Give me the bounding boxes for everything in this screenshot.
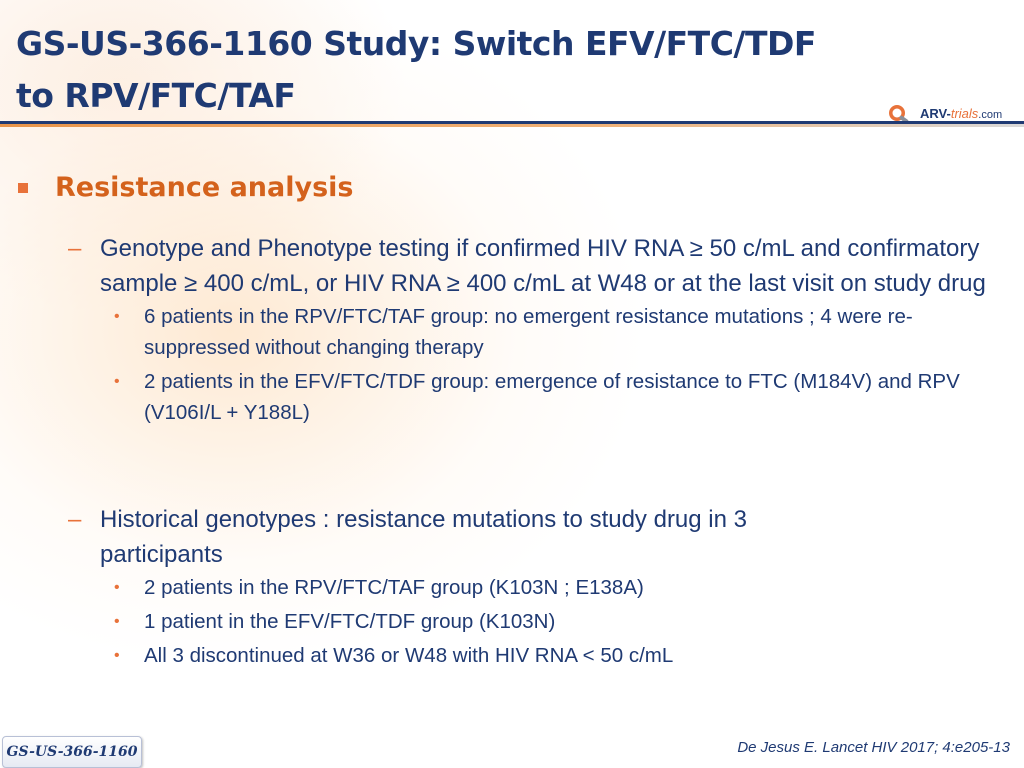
title-divider-blue — [0, 121, 1024, 124]
section-genotype-testing: – Genotype and Phenotype testing if conf… — [68, 231, 998, 431]
list-item: – Historical genotypes : resistance muta… — [68, 502, 998, 572]
title-line-1: GS-US-366-1160 Study: Switch EFV/FTC/TDF — [16, 24, 816, 63]
dot-bullet-icon: • — [114, 373, 120, 390]
list-item: • 1 patient in the EFV/FTC/TDF group (K1… — [114, 606, 998, 637]
citation: De Jesus E. Lancet HIV 2017; 4:e205-13 — [737, 739, 1010, 756]
title-line-2: to RPV/FTC/TAF — [16, 76, 296, 115]
arv-trials-logo: ARV-trials.com — [888, 99, 1018, 127]
list-item: • 2 patients in the EFV/FTC/TDF group: e… — [114, 366, 998, 428]
square-bullet-icon — [18, 183, 28, 193]
list-item: • All 3 discontinued at W36 or W48 with … — [114, 640, 998, 671]
study-tag: GS-US-366-1160 — [2, 736, 142, 768]
title-divider-orange — [0, 124, 1024, 127]
dot-bullet-icon: • — [114, 308, 120, 325]
heading-row: Resistance analysis — [18, 168, 353, 208]
dot-bullet-icon: • — [114, 647, 120, 664]
list-item: • 2 patients in the RPV/FTC/TAF group (K… — [114, 572, 998, 603]
slide-title: GS-US-366-1160 Study: Switch EFV/FTC/TDF… — [16, 18, 816, 122]
section-text: Genotype and Phenotype testing if confir… — [100, 235, 986, 297]
study-tag-label: GS-US-366-1160 — [6, 744, 138, 760]
dash-icon: – — [68, 235, 82, 262]
section-text: Historical genotypes : resistance mutati… — [100, 506, 747, 568]
dot-bullet-icon: • — [114, 579, 120, 596]
section-heading: Resistance analysis — [55, 172, 354, 203]
dash-icon: – — [68, 506, 82, 533]
section-historical-genotypes: – Historical genotypes : resistance muta… — [68, 502, 998, 674]
list-item: – Genotype and Phenotype testing if conf… — [68, 231, 998, 301]
sub-list: • 2 patients in the RPV/FTC/TAF group (K… — [114, 572, 998, 671]
sub-list: • 6 patients in the RPV/FTC/TAF group: n… — [114, 301, 998, 428]
logo-text: ARV-trials.com — [920, 105, 1003, 121]
dot-bullet-icon: • — [114, 613, 120, 630]
logo-mark-icon — [888, 102, 916, 124]
list-item: • 6 patients in the RPV/FTC/TAF group: n… — [114, 301, 998, 363]
